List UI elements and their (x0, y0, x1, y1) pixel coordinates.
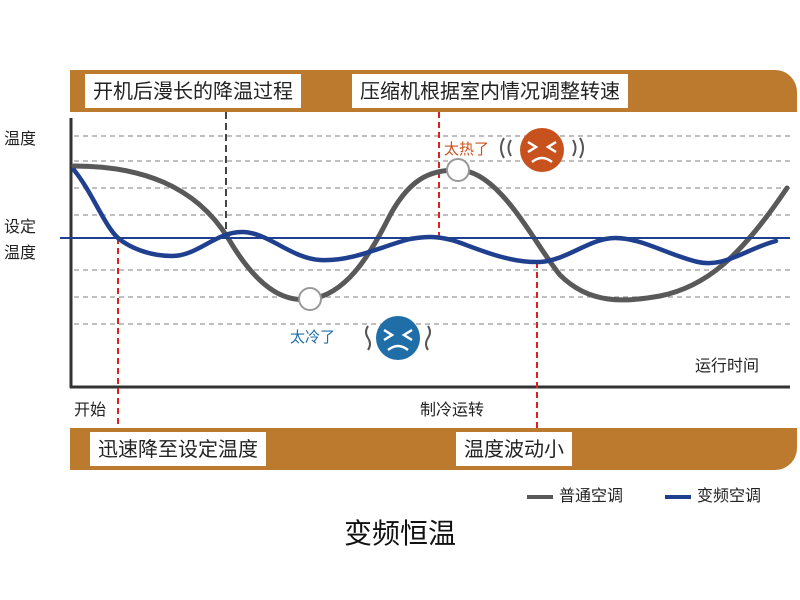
cold-face-icon (365, 316, 431, 360)
start-label: 开始 (74, 400, 107, 419)
legend-inverter-label: 变频空调 (697, 486, 762, 505)
header-right-label: 压缩机根据室内情况调整转速 (352, 74, 628, 108)
too-cold-label: 太冷了 (290, 328, 336, 346)
legend-normal-swatch (527, 494, 553, 499)
footer-right-label: 温度波动小 (456, 432, 572, 466)
footer-band: 迅速降至设定温度 温度波动小 (70, 428, 797, 470)
legend-normal: 普通空调 (527, 482, 623, 506)
normal-ac-curve (71, 163, 790, 303)
setpoint-label-line1: 设定 (4, 217, 37, 236)
too-hot-label: 太热了 (444, 140, 490, 158)
hot-point-marker (446, 158, 470, 182)
legend-normal-label: 普通空调 (559, 486, 624, 505)
x-axis-label: 运行时间 (695, 356, 760, 375)
diagram-caption: 变频恒温 (343, 517, 456, 550)
legend-inverter: 变频空调 (665, 482, 761, 506)
header-band: 开机后漫长的降温过程 压缩机根据室内情况调整转速 (70, 70, 797, 112)
cold-point-marker (298, 287, 322, 311)
hot-face-icon (500, 128, 584, 172)
cooling-label: 制冷运转 (420, 400, 485, 419)
gridlines (74, 135, 790, 325)
y-axis-label: 温度 (4, 129, 37, 148)
header-left-label: 开机后漫长的降温过程 (85, 74, 301, 108)
footer-left-label: 迅速降至设定温度 (90, 432, 266, 466)
setpoint-label-line2: 温度 (4, 243, 37, 262)
inverter-ac-curve (71, 167, 779, 266)
legend-inverter-swatch (665, 494, 691, 499)
